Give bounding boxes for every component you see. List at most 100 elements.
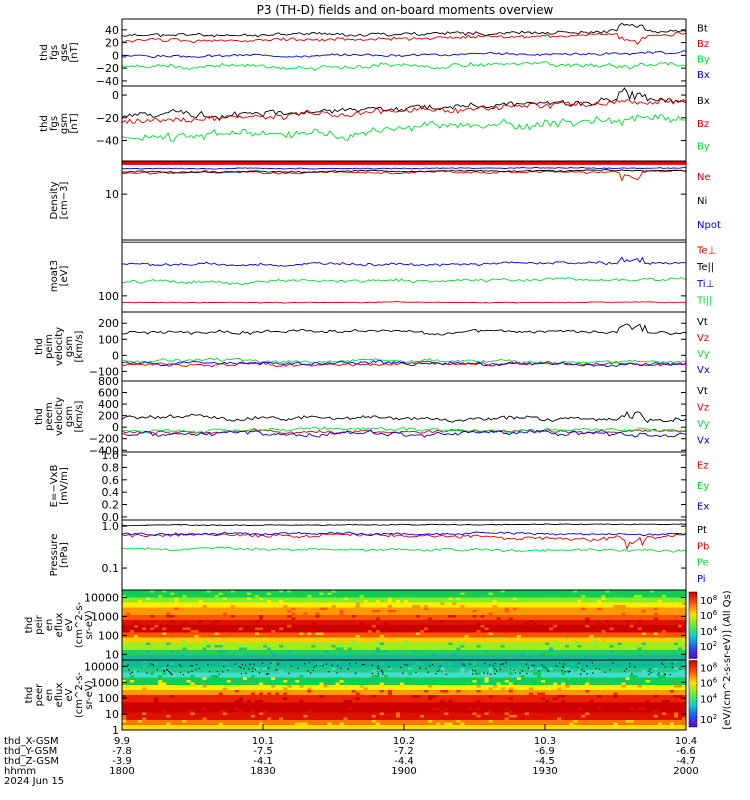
heatmap-cell [347, 592, 353, 596]
legend-label: Bz [697, 39, 709, 50]
heatmap-cell [122, 675, 127, 678]
heatmap-cell [250, 670, 256, 673]
heatmap-cell [448, 605, 453, 608]
heatmap-cell [202, 597, 207, 601]
heatmap-cell [512, 660, 518, 663]
heatmap-cell [250, 590, 256, 593]
heatmap-cell [549, 657, 554, 661]
heatmap-cell [242, 595, 248, 598]
heatmap-cell [581, 597, 586, 601]
heatmap-cell [226, 635, 232, 638]
heatmap-cell [198, 617, 203, 621]
heatmap-cell [625, 647, 630, 651]
heatmap-cell [536, 642, 542, 646]
heatmap-cell [428, 652, 433, 656]
y-tick-label: 20 [105, 37, 119, 50]
heatmap-cell [303, 595, 308, 598]
heatmap-cell [540, 627, 546, 631]
heatmap-cell [258, 620, 264, 623]
heatmap-cell [379, 600, 385, 603]
heatmap-cell [540, 645, 546, 648]
heatmap-cell [492, 597, 498, 601]
heatmap-cell [271, 607, 276, 611]
heatmap-cell [254, 672, 260, 676]
heatmap-cell [146, 675, 151, 678]
heatmap-cell [367, 667, 373, 671]
heatmap-cell [553, 642, 558, 646]
heatmap-cell [319, 660, 324, 663]
heatmap-cell [311, 672, 316, 676]
heatmap-cell [182, 607, 187, 611]
heatmap-cell [633, 645, 639, 648]
heatmap-cell [504, 610, 510, 613]
heatmap-cell [424, 660, 429, 663]
heatmap-cell [428, 632, 433, 636]
heatmap-cell [492, 645, 498, 648]
heatmap-cell [287, 660, 292, 663]
heatmap-cell [363, 630, 369, 633]
heatmap-cell [178, 605, 183, 608]
legend-label: Bx [697, 70, 710, 81]
heatmap-cell [532, 622, 538, 626]
heatmap-cell [492, 637, 498, 641]
heatmap-cell [190, 625, 195, 628]
heatmap-cell [404, 602, 409, 606]
heatmap-cell [327, 642, 332, 646]
heatmap-cell [609, 652, 614, 656]
heatmap-cell [577, 610, 582, 613]
heatmap-cell [146, 605, 151, 608]
heatmap-cell [508, 607, 514, 611]
heatmap-cell [484, 647, 489, 651]
heatmap-cell [589, 667, 594, 671]
heatmap-cell [545, 595, 550, 598]
heatmap-cell [472, 602, 477, 606]
heatmap-cell [210, 602, 216, 606]
heatmap-cell [480, 665, 485, 668]
heatmap-cell [677, 647, 683, 651]
heatmap-cell [565, 660, 570, 663]
heatmap-cell [601, 645, 606, 648]
heatmap-cell [295, 672, 300, 676]
heatmap-cell [472, 665, 477, 668]
heatmap-cell [194, 595, 199, 598]
series-line-Vt [121, 323, 687, 336]
heatmap-cell [202, 647, 207, 651]
heatmap-cell [242, 610, 248, 613]
heatmap-cell [218, 592, 224, 596]
heatmap-cell [210, 622, 216, 626]
heatmap-cell [440, 640, 445, 643]
heatmap-cell [134, 605, 139, 608]
heatmap-cell [585, 610, 590, 613]
heatmap-cell [170, 657, 175, 661]
heatmap-cell [323, 655, 328, 658]
heatmap-cell [432, 625, 437, 628]
heatmap-cell [142, 625, 147, 628]
heatmap-cell [520, 622, 526, 626]
heatmap-cell [375, 657, 381, 661]
heatmap-cell [194, 597, 199, 601]
heatmap-cell [573, 597, 578, 601]
heatmap-cell [641, 627, 647, 631]
heatmap-cell [577, 670, 582, 673]
heatmap-cell [267, 597, 272, 601]
heatmap-cell [138, 600, 143, 603]
heatmap-cell [585, 667, 590, 671]
heatmap-cell [166, 635, 171, 638]
heatmap-cell [299, 645, 304, 648]
heatmap-cell [122, 597, 127, 601]
heatmap-cell [464, 645, 469, 648]
heatmap-cell [311, 625, 316, 628]
heatmap-cell [363, 637, 369, 641]
heatmap-cell [653, 635, 659, 638]
heatmap-cell [130, 602, 135, 606]
heatmap-cell [464, 627, 469, 631]
heatmap-cell [577, 630, 582, 633]
heatmap-cell [387, 635, 393, 638]
heatmap-cell [254, 640, 260, 643]
heatmap-cell [516, 630, 522, 633]
heatmap-cell [589, 607, 594, 611]
heatmap-cell [323, 667, 328, 671]
heatmap-cell [613, 645, 618, 648]
heatmap-cell [327, 650, 332, 653]
